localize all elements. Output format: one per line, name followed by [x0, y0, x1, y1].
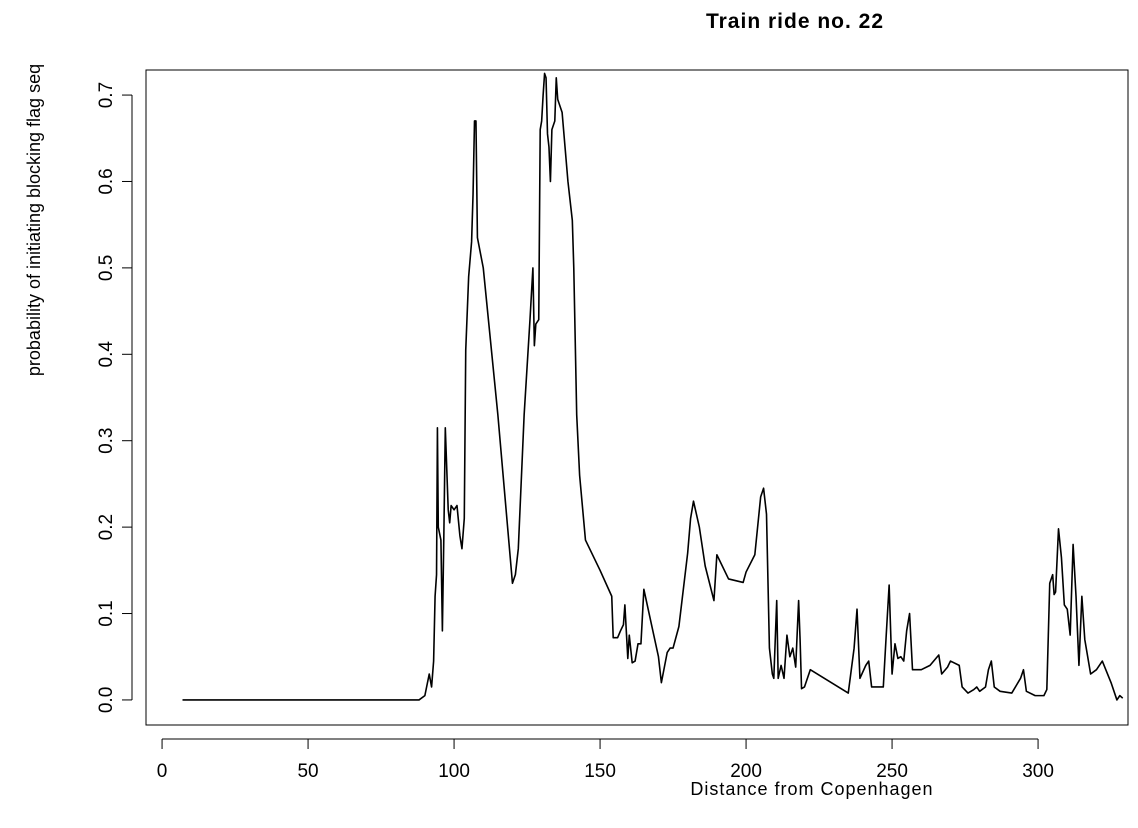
y-tick-label: 0.6 — [96, 168, 117, 194]
x-tick-label: 100 — [438, 761, 470, 782]
y-tick-label: 0.7 — [96, 82, 117, 108]
chart-title: Train ride no. 22 — [706, 10, 884, 33]
x-tick-label: 150 — [584, 761, 616, 782]
y-tick-label: 0.4 — [96, 341, 117, 368]
x-tick-label: 200 — [730, 761, 762, 782]
y-axis-label: probability of initiating blocking flag … — [24, 64, 44, 376]
y-tick-label: 0.0 — [96, 687, 117, 713]
data-line — [182, 72, 1124, 701]
x-tick-label: 50 — [297, 761, 318, 782]
y-tick-label: 0.3 — [96, 427, 117, 453]
plot-frame — [145, 69, 1129, 726]
x-tick-label: 250 — [876, 761, 908, 782]
x-axis-label: Distance from Copenhagen — [690, 779, 933, 799]
y-tick-label: 0.1 — [96, 600, 117, 626]
x-tick-label: 300 — [1022, 761, 1054, 782]
y-tick-label: 0.2 — [96, 514, 117, 540]
y-tick-label: 0.5 — [96, 255, 117, 281]
x-tick-label: 0 — [157, 761, 168, 782]
